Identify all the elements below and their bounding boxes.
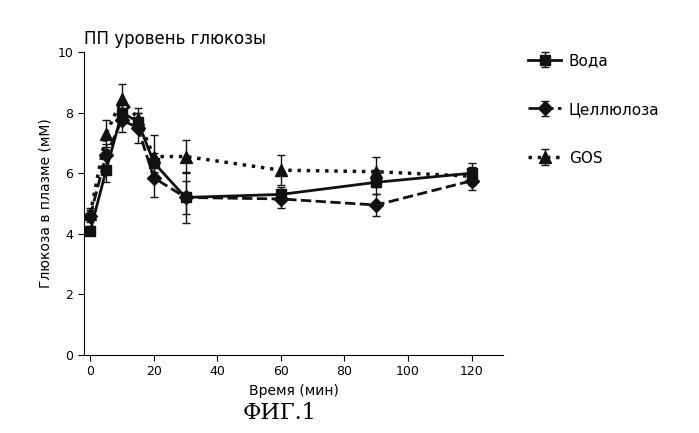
Legend: Вода, Целлюлоза, GOS: Вода, Целлюлоза, GOS: [528, 54, 660, 166]
Text: ФИГ.1: ФИГ.1: [243, 402, 317, 424]
X-axis label: Время (мин): Время (мин): [249, 384, 338, 398]
Text: ПП уровень глюкозы: ПП уровень глюкозы: [84, 29, 266, 48]
Y-axis label: Глюкоза в плазме (мМ): Глюкоза в плазме (мМ): [38, 119, 52, 288]
